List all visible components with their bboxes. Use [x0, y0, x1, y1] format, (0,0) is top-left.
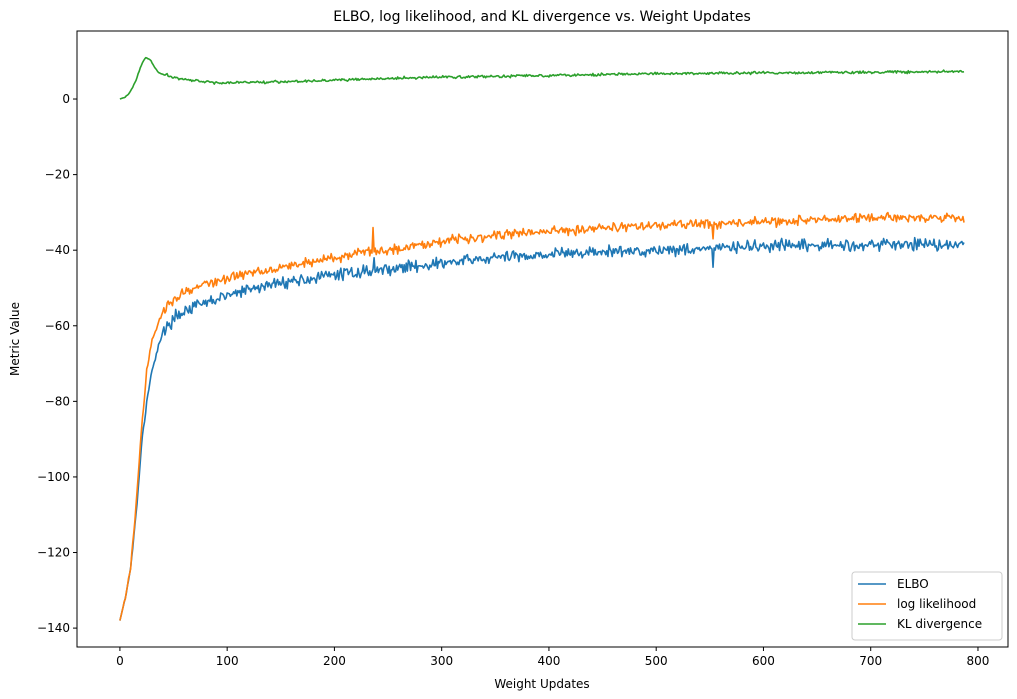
- x-tick-label: 200: [323, 654, 346, 668]
- series-line-kl-divergence: [119, 56, 965, 100]
- y-tick-label: 0: [62, 92, 70, 106]
- x-tick-label: 800: [967, 654, 990, 668]
- legend-label-log-likelihood: log likelihood: [897, 597, 976, 611]
- y-tick-label: −60: [45, 319, 70, 333]
- x-axis-ticks: 0 100 200 300 400 500 600 700 800: [116, 647, 989, 668]
- plot-area: [77, 31, 1008, 647]
- y-tick-label: −20: [45, 168, 70, 182]
- y-tick-label: −140: [37, 621, 70, 635]
- chart-title: ELBO, log likelihood, and KL divergence …: [333, 9, 751, 25]
- x-tick-label: 400: [537, 654, 560, 668]
- y-axis-ticks: 0 −20 −40 −60 −80 −100 −120 −140: [37, 92, 77, 635]
- x-tick-label: 0: [116, 654, 124, 668]
- series-line-log-likelihood: [119, 211, 965, 621]
- x-tick-label: 100: [216, 654, 239, 668]
- y-tick-label: −80: [45, 394, 70, 408]
- series-layer: [119, 56, 965, 621]
- y-tick-label: −40: [45, 243, 70, 257]
- plot-frame: [76, 30, 1009, 648]
- series-line-elbo: [119, 236, 965, 621]
- legend: ELBO log likelihood KL divergence: [851, 571, 1003, 641]
- legend-label-elbo: ELBO: [897, 577, 929, 591]
- x-tick-label: 600: [752, 654, 775, 668]
- x-tick-label: 500: [645, 654, 668, 668]
- legend-label-kl-divergence: KL divergence: [897, 617, 982, 631]
- x-tick-label: 700: [859, 654, 882, 668]
- y-tick-label: −120: [37, 546, 70, 560]
- x-axis-label: Weight Updates: [494, 677, 589, 691]
- y-axis-label: Metric Value: [8, 302, 22, 376]
- x-tick-label: 300: [430, 654, 453, 668]
- y-tick-label: −100: [37, 470, 70, 484]
- legend-box: [851, 571, 1003, 641]
